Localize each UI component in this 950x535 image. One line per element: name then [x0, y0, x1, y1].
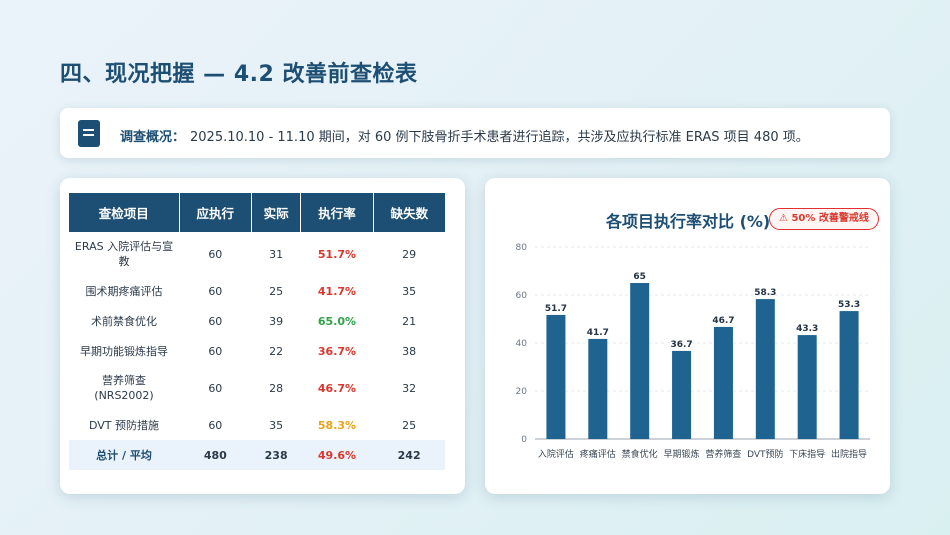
y-tick-label: 20 [516, 387, 528, 397]
cell-item: DVT 预防措施 [88, 418, 160, 432]
table-row: ERAS 入院评估与宣教 60 31 51.7% 29 [69, 232, 445, 276]
bar-value-label: 53.3 [838, 300, 860, 310]
checklist-table: 查检项目 应执行 实际 执行率 缺失数 ERAS 入院评估与宣教 60 31 5… [69, 193, 445, 470]
total-planned: 480 [179, 440, 252, 470]
table-row: 早期功能锻炼指导 60 22 36.7% 38 [69, 336, 445, 366]
warning-line-badge: ⚠ 50% 改善警戒线 [769, 208, 879, 230]
cell-rate: 58.3% [317, 418, 357, 432]
execution-rate-chart-card: 各项目执行率对比 (%) ⚠ 50% 改善警戒线 0 20 40 60 80 51.7 入院… [485, 178, 890, 494]
checklist-table-card: 查检项目 应执行 实际 执行率 缺失数 ERAS 入院评估与宣教 60 31 5… [60, 178, 465, 494]
cell-missing: 35 [402, 284, 417, 298]
x-tick-label: 禁食优化 [622, 448, 658, 460]
x-tick-label: 营养筛查 [705, 448, 741, 460]
bar [588, 338, 608, 439]
document-icon [78, 120, 100, 147]
table-row: DVT 预防措施 60 35 58.3% 25 [69, 410, 445, 440]
header-rate: 执行率 [300, 193, 374, 232]
bar-value-label: 51.7 [545, 304, 567, 314]
cell-item: 营养筛查 (NRS2002) [94, 374, 154, 402]
cell-missing: 32 [402, 381, 417, 395]
cell-item: ERAS 入院评估与宣教 [74, 240, 174, 268]
header-item: 查检项目 [69, 193, 180, 232]
header-planned: 应执行 [179, 193, 253, 232]
table-total-row: 总计 / 平均 480 238 49.6% 242 [69, 440, 445, 470]
y-tick-label: 40 [516, 339, 528, 349]
cell-item: 围术期疼痛评估 [85, 284, 163, 298]
cell-actual: 39 [269, 314, 284, 328]
summary-text: 2025.10.10 - 11.10 期间，对 60 例下肢骨折手术患者进行追踪… [190, 130, 809, 145]
cell-rate: 46.7% [317, 381, 357, 395]
bar [755, 299, 775, 439]
x-tick-label: DVT预防 [747, 448, 783, 460]
table-row: 营养筛查 (NRS2002) 60 28 46.7% 32 [69, 366, 445, 410]
cell-planned: 60 [208, 418, 223, 432]
summary-label: 调查概况： [120, 130, 186, 145]
cell-actual: 35 [269, 418, 284, 432]
cell-missing: 21 [402, 314, 417, 328]
cell-missing: 29 [402, 247, 417, 261]
bar-value-label: 46.7 [712, 316, 734, 326]
cell-missing: 38 [402, 344, 417, 358]
bar-value-label: 36.7 [670, 340, 692, 350]
bar-chart: 0 20 40 60 80 51.7 入院评估 41.7 疼痛评估 65 禁食优化 36.7 早期锻炼 4… [516, 243, 870, 460]
bar [630, 283, 650, 439]
header-actual: 实际 [251, 193, 302, 232]
bar-value-label: 65 [633, 272, 646, 282]
cell-planned: 60 [208, 284, 223, 298]
y-tick-label: 0 [521, 435, 527, 445]
bar-value-label: 41.7 [587, 328, 609, 338]
cell-planned: 60 [208, 247, 223, 261]
cell-planned: 60 [208, 381, 223, 395]
bar [713, 326, 733, 439]
y-tick-label: 60 [516, 291, 528, 301]
table-row: 围术期疼痛评估 60 25 41.7% 35 [69, 276, 445, 306]
cell-actual: 28 [269, 381, 284, 395]
page-title: 四、现况把握 — 4.2 改善前查检表 [60, 62, 418, 87]
y-tick-label: 80 [516, 243, 528, 253]
chart-title: 各项目执行率对比 (%) [606, 212, 771, 231]
bar [672, 350, 692, 439]
cell-actual: 22 [269, 344, 284, 358]
table-header-row: 查检项目 应执行 实际 执行率 缺失数 [69, 193, 445, 232]
bar [839, 311, 859, 439]
cell-actual: 25 [269, 284, 284, 298]
total-actual: 238 [251, 440, 301, 470]
table-row: 术前禁食优化 60 39 65.0% 21 [69, 306, 445, 336]
x-tick-label: 下床指导 [789, 448, 825, 460]
x-tick-label: 早期锻炼 [664, 448, 700, 460]
total-missing: 242 [373, 440, 445, 470]
bar [797, 335, 817, 439]
cell-rate: 41.7% [317, 284, 357, 298]
bar-value-label: 43.3 [796, 324, 818, 334]
x-tick-label: 疼痛评估 [580, 448, 616, 460]
x-tick-label: 入院评估 [538, 448, 574, 460]
survey-summary-card: 调查概况： 2025.10.10 - 11.10 期间，对 60 例下肢骨折手术… [60, 108, 890, 158]
cell-planned: 60 [208, 314, 223, 328]
total-rate: 49.6% [300, 440, 374, 470]
cell-planned: 60 [208, 344, 223, 358]
cell-actual: 31 [269, 247, 284, 261]
cell-rate: 36.7% [317, 344, 357, 358]
cell-missing: 25 [402, 418, 417, 432]
cell-rate: 51.7% [317, 247, 357, 261]
bar [546, 314, 566, 439]
total-item: 总计 / 平均 [69, 440, 179, 470]
bar-value-label: 58.3 [754, 288, 776, 298]
header-missing: 缺失数 [373, 193, 445, 232]
cell-item: 术前禁食优化 [91, 314, 157, 328]
cell-rate: 65.0% [317, 314, 357, 328]
x-tick-label: 出院指导 [831, 448, 867, 460]
cell-item: 早期功能锻炼指导 [80, 344, 168, 358]
